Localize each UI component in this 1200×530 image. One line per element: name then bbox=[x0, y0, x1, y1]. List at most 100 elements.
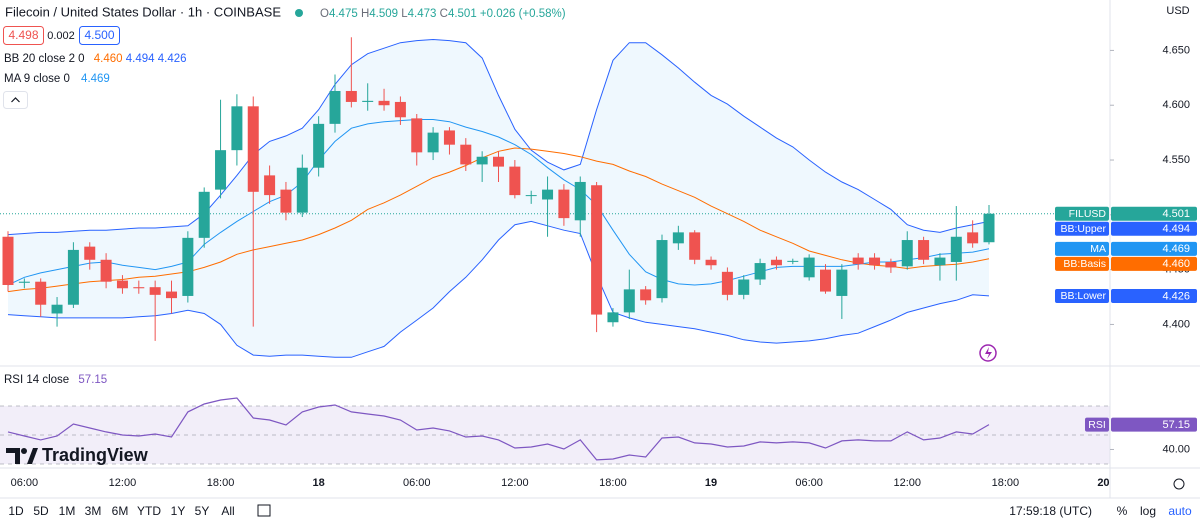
currency[interactable]: USD bbox=[1166, 5, 1189, 17]
candle-body bbox=[427, 132, 439, 153]
settings-icon[interactable] bbox=[1173, 478, 1185, 490]
candle-body bbox=[67, 249, 79, 305]
range-button[interactable]: 3M bbox=[85, 504, 102, 518]
candle-body bbox=[51, 304, 63, 314]
x-tick-label: 06:00 bbox=[11, 477, 39, 489]
y-tick-label: 4.600 bbox=[1162, 99, 1190, 111]
price-tag-name bbox=[1055, 256, 1109, 271]
price-tag-text: 4.469 bbox=[1162, 243, 1190, 255]
scale-option[interactable]: % bbox=[1117, 504, 1128, 518]
candle-body bbox=[787, 260, 799, 262]
price-tag bbox=[1111, 241, 1197, 256]
range-button[interactable]: All bbox=[221, 504, 234, 518]
x-tick-label: 20 bbox=[1097, 477, 1109, 489]
range-button[interactable]: YTD bbox=[137, 504, 161, 518]
date-range-icon[interactable] bbox=[257, 504, 271, 517]
candle-body bbox=[820, 269, 831, 292]
candle-body bbox=[967, 232, 979, 244]
ohlc-key: H bbox=[361, 8, 369, 20]
rsi-tag-text: 57.15 bbox=[1162, 419, 1190, 431]
candle-body bbox=[558, 189, 570, 219]
range-button[interactable]: 5Y bbox=[195, 504, 210, 518]
symbol-title: Filecoin / United States Dollar · 1h · C… bbox=[5, 4, 281, 19]
range-button[interactable]: 1D bbox=[8, 504, 24, 518]
ohlc-legend: O4.475 H4.509 L4.473 C4.501 +0.026 (+0.5… bbox=[320, 8, 566, 20]
bb-legend-lower: 4.426 bbox=[158, 53, 187, 65]
range-button[interactable]: 1M bbox=[59, 504, 76, 518]
ma-legend-name: MA 9 close 0 bbox=[4, 73, 70, 85]
candle-body bbox=[394, 101, 406, 118]
price-tag-text: 4.501 bbox=[1162, 208, 1190, 220]
rsi-tag-name bbox=[1085, 417, 1109, 432]
candle-body bbox=[198, 191, 210, 238]
candle-body bbox=[443, 130, 455, 145]
candle-body bbox=[313, 123, 325, 168]
candle-body bbox=[35, 281, 47, 305]
candle-body bbox=[542, 189, 554, 200]
logo-text: TradingView bbox=[42, 445, 149, 465]
price-tag-name bbox=[1055, 288, 1109, 303]
candle-body bbox=[934, 257, 946, 266]
rsi-line bbox=[7, 397, 990, 461]
change: +0.026 (+0.58%) bbox=[480, 8, 566, 20]
logo-mark bbox=[6, 448, 20, 464]
ohlc-key: L bbox=[401, 8, 408, 20]
candle-body bbox=[378, 100, 390, 106]
bb-legend-upper: 4.494 bbox=[126, 53, 155, 65]
x-tick-label: 12:00 bbox=[109, 477, 137, 489]
alert-icon[interactable] bbox=[979, 344, 997, 362]
candle-body bbox=[166, 291, 177, 299]
range-button[interactable]: 1Y bbox=[171, 504, 186, 518]
market-open-dot bbox=[295, 9, 303, 17]
sell-price[interactable]: 4.498 bbox=[8, 28, 38, 42]
collapse-legend-button[interactable] bbox=[3, 91, 28, 109]
candle-body bbox=[672, 232, 684, 244]
sell-button[interactable] bbox=[3, 26, 44, 45]
logo-mark bbox=[27, 448, 38, 464]
bb-legend: BB 20 close 2 0 4.460 4.494 4.426 bbox=[4, 53, 187, 65]
collapse-icon bbox=[11, 97, 20, 103]
candle-body bbox=[607, 312, 619, 323]
ma-legend: MA 9 close 0 4.469 bbox=[4, 73, 110, 85]
ohlc-value: 4.509 bbox=[369, 8, 398, 20]
candle-body bbox=[476, 156, 488, 165]
buy-button[interactable] bbox=[79, 26, 120, 45]
alert-icon-bolt bbox=[985, 347, 992, 359]
x-tick-label: 18:00 bbox=[599, 477, 627, 489]
candle-body bbox=[656, 240, 668, 299]
price-tag-name bbox=[1055, 206, 1109, 221]
plot-area bbox=[0, 37, 1110, 465]
price-tag bbox=[1111, 221, 1197, 236]
candle-body bbox=[836, 269, 848, 296]
indicator-line bbox=[7, 38, 990, 236]
candle-body bbox=[116, 280, 128, 289]
price-tag bbox=[1111, 256, 1197, 271]
x-tick-label: 18:00 bbox=[207, 477, 235, 489]
rsi-tick-label: 40.00 bbox=[1162, 443, 1190, 455]
scale-option[interactable]: auto bbox=[1168, 504, 1192, 518]
price-tag-name-text: BB:Lower bbox=[1060, 290, 1106, 302]
scale-option[interactable]: log bbox=[1140, 504, 1156, 518]
y-tick-label: 4.650 bbox=[1162, 44, 1190, 56]
price-tag bbox=[1111, 288, 1197, 303]
candle-body bbox=[525, 195, 537, 197]
candle-body bbox=[950, 236, 962, 262]
candle-body bbox=[852, 257, 864, 265]
price-tag-text: 4.460 bbox=[1162, 258, 1190, 270]
price-tag-name bbox=[1055, 241, 1109, 256]
indicator-line bbox=[7, 220, 990, 358]
x-tick-label: 18 bbox=[313, 477, 325, 489]
range-button[interactable]: 5D bbox=[33, 504, 49, 518]
candle-body bbox=[770, 259, 782, 266]
candle-body bbox=[885, 261, 897, 268]
range-button[interactable]: 6M bbox=[112, 504, 129, 518]
buy-price[interactable]: 4.500 bbox=[84, 28, 114, 42]
price-tag-text: 4.426 bbox=[1162, 290, 1190, 302]
price-tag-text: 4.494 bbox=[1162, 223, 1190, 235]
candle-body bbox=[84, 246, 96, 260]
candle-body bbox=[869, 257, 881, 266]
rsi-legend-value: 57.15 bbox=[78, 374, 107, 386]
price-tag-name-text: FILUSD bbox=[1069, 208, 1107, 220]
price-tag-name-text: BB:Basis bbox=[1063, 258, 1106, 270]
candle-body bbox=[18, 281, 30, 283]
